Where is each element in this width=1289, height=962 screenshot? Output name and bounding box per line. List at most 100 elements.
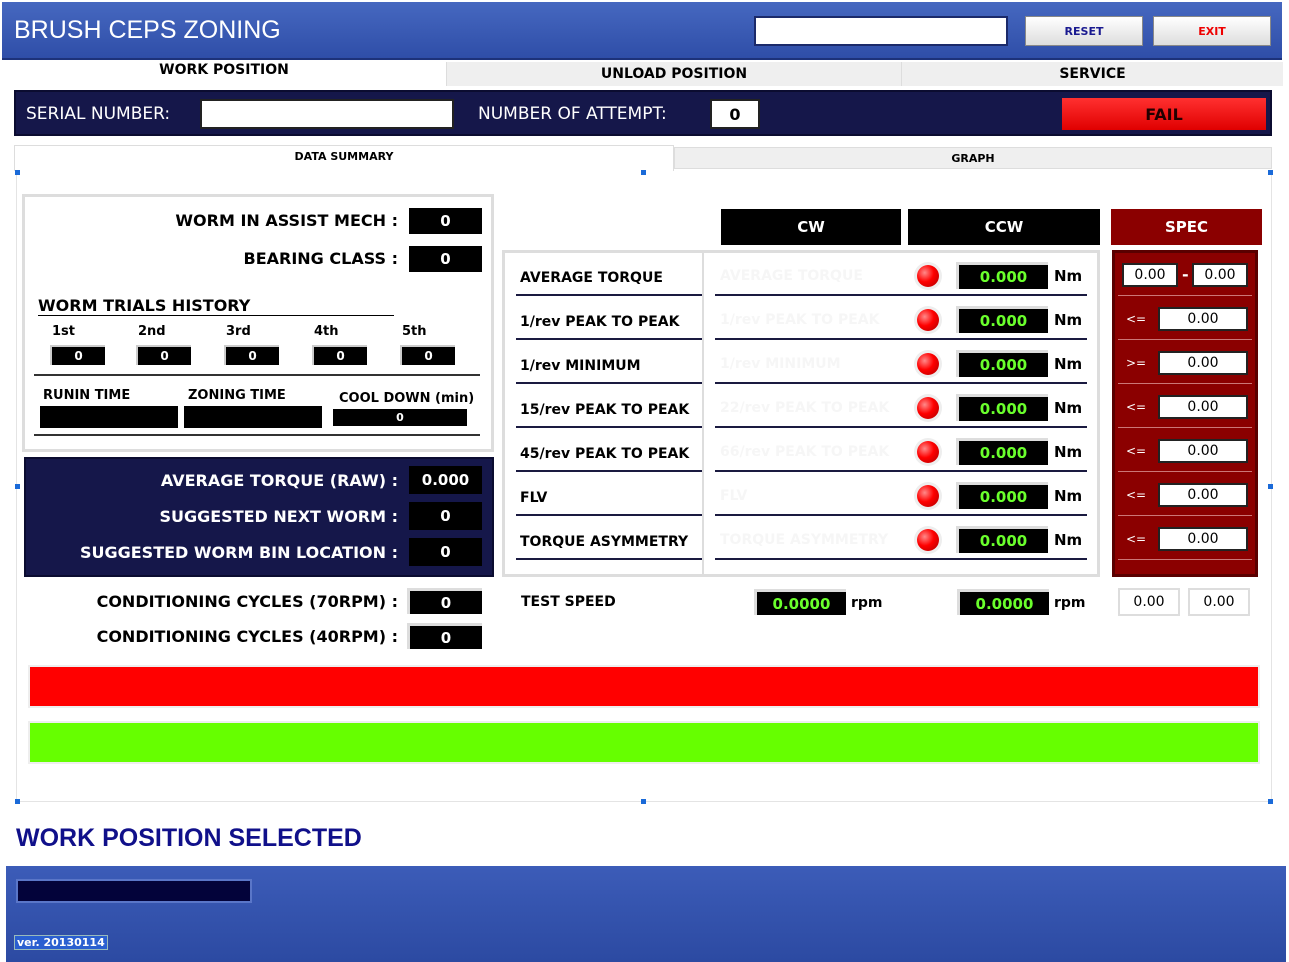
trial-label: 3rd xyxy=(226,324,251,339)
exit-button[interactable]: EXIT xyxy=(1153,16,1271,46)
spec-max-input[interactable]: 0.00 xyxy=(1192,263,1248,287)
spec-divider xyxy=(1118,471,1252,472)
comparison-operator: <= xyxy=(1126,312,1147,326)
bin-location-label: SUGGESTED WORM BIN LOCATION : xyxy=(79,543,398,562)
trial-value: 0 xyxy=(400,345,455,365)
runin-value xyxy=(40,406,178,428)
spec-input[interactable]: 0.00 xyxy=(1158,351,1248,375)
measurement-value: 0.000 xyxy=(956,306,1048,333)
subtab-graph[interactable]: GRAPH xyxy=(674,147,1272,169)
row-divider xyxy=(715,426,1087,428)
reset-button[interactable]: RESET xyxy=(1025,16,1143,46)
spec-min-input[interactable]: 0.00 xyxy=(1122,263,1178,287)
spec-input[interactable]: 0.00 xyxy=(1158,527,1248,551)
row-divider xyxy=(516,338,702,340)
measurement-label: 45/rev PEAK TO PEAK xyxy=(520,446,690,462)
serial-input[interactable] xyxy=(200,99,454,129)
subtab-data-summary[interactable]: DATA SUMMARY xyxy=(14,145,674,171)
avg-raw-value: 0.000 xyxy=(409,466,482,494)
spec-divider xyxy=(1118,339,1252,340)
resize-handle[interactable] xyxy=(15,484,20,489)
ccw-ghost-label: 1/rev PEAK TO PEAK xyxy=(720,312,880,328)
resize-handle[interactable] xyxy=(15,799,20,804)
range-dash: - xyxy=(1182,265,1189,284)
spec-divider xyxy=(1118,515,1252,516)
tab-service[interactable]: SERVICE xyxy=(901,62,1283,86)
measurement-label: TORQUE ASYMMETRY xyxy=(520,534,689,550)
test-speed-cw: 0.0000 xyxy=(754,589,846,615)
result-bar-red xyxy=(28,665,1260,708)
spec-divider xyxy=(1118,383,1252,384)
test-speed-spec-min[interactable]: 0.00 xyxy=(1118,588,1180,616)
row-divider xyxy=(516,558,702,560)
resize-handle[interactable] xyxy=(641,170,646,175)
worm-in-assist-label: WORM IN ASSIST MECH : xyxy=(175,211,398,230)
version-label: ver. 20130114 xyxy=(14,935,108,950)
resize-handle[interactable] xyxy=(15,170,20,175)
summary-box xyxy=(22,194,494,452)
status-led-icon xyxy=(917,309,939,331)
trial-value: 0 xyxy=(312,345,367,365)
resize-handle[interactable] xyxy=(1268,484,1273,489)
ccw-ghost-label: 1/rev MINIMUM xyxy=(720,356,841,372)
attempt-value: 0 xyxy=(710,99,760,129)
status-led-icon xyxy=(917,441,939,463)
unit-label: Nm xyxy=(1054,311,1083,329)
unit-label: Nm xyxy=(1054,267,1083,285)
divider xyxy=(34,434,480,436)
comparison-operator: <= xyxy=(1126,488,1147,502)
cond-70-value: 0 xyxy=(407,588,482,614)
trial-label: 1st xyxy=(52,324,75,339)
status-led-icon xyxy=(917,265,939,287)
tab-unload-position[interactable]: UNLOAD POSITION xyxy=(446,62,901,86)
row-divider xyxy=(516,426,702,428)
unit-label: Nm xyxy=(1054,355,1083,373)
status-led-icon xyxy=(917,353,939,375)
divider xyxy=(702,250,704,577)
spec-input[interactable]: 0.00 xyxy=(1158,395,1248,419)
ccw-ghost-label: FLV xyxy=(720,488,748,504)
cond-70-label: CONDITIONING CYCLES (70RPM) : xyxy=(96,592,398,611)
serial-label: SERIAL NUMBER: xyxy=(26,104,171,124)
progress-field xyxy=(16,879,252,903)
resize-handle[interactable] xyxy=(1268,799,1273,804)
row-divider xyxy=(715,514,1087,516)
resize-handle[interactable] xyxy=(641,799,646,804)
history-title: WORM TRIALS HISTORY xyxy=(38,296,394,316)
bin-location-value: 0 xyxy=(409,538,482,566)
status-led-icon xyxy=(917,485,939,507)
cool-down-label: COOL DOWN (min) xyxy=(339,391,475,406)
test-speed-spec-max[interactable]: 0.00 xyxy=(1188,588,1250,616)
status-indicator: FAIL xyxy=(1062,98,1266,130)
spec-input[interactable]: 0.00 xyxy=(1158,483,1248,507)
measurement-label: 15/rev PEAK TO PEAK xyxy=(520,402,690,418)
trial-value: 0 xyxy=(50,345,105,365)
ccw-ghost-label: 66/rev PEAK TO PEAK xyxy=(720,444,890,460)
resize-handle[interactable] xyxy=(1268,170,1273,175)
bearing-class-label: BEARING CLASS : xyxy=(243,249,399,268)
worm-in-assist-value: 0 xyxy=(409,208,482,234)
trial-value: 0 xyxy=(224,345,279,365)
row-divider xyxy=(715,470,1087,472)
rpm-unit: rpm xyxy=(851,595,883,611)
trial-value: 0 xyxy=(136,345,191,365)
spec-divider xyxy=(1118,427,1252,428)
result-bar-green xyxy=(28,721,1260,764)
spec-divider xyxy=(1118,295,1252,296)
unit-label: Nm xyxy=(1054,443,1083,461)
cond-40-label: CONDITIONING CYCLES (40RPM) : xyxy=(96,627,398,646)
runin-label: RUNIN TIME xyxy=(43,388,131,403)
measurement-label: 1/rev MINIMUM xyxy=(520,358,641,374)
spec-input[interactable]: 0.00 xyxy=(1158,307,1248,331)
measurement-label: 1/rev PEAK TO PEAK xyxy=(520,314,680,330)
row-divider xyxy=(516,514,702,516)
row-divider xyxy=(715,382,1087,384)
cond-40-value: 0 xyxy=(407,623,482,649)
tab-work-position[interactable]: WORK POSITION xyxy=(2,60,446,80)
top-input[interactable] xyxy=(754,16,1008,46)
measurement-box xyxy=(502,250,1100,577)
test-speed-label: TEST SPEED xyxy=(521,594,616,610)
zoning-label: ZONING TIME xyxy=(188,388,286,403)
comparison-operator: <= xyxy=(1126,532,1147,546)
spec-input[interactable]: 0.00 xyxy=(1158,439,1248,463)
